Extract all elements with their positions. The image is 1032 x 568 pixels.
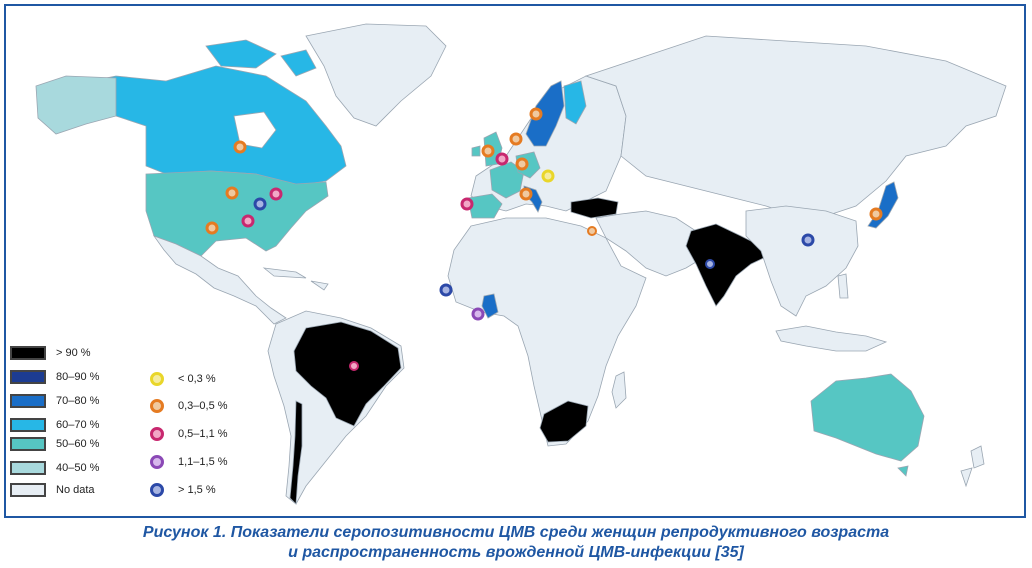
east-asia [745, 205, 859, 317]
canada [64, 65, 347, 187]
marker-austria [541, 169, 555, 183]
marker-china [801, 233, 815, 247]
spain [467, 193, 503, 219]
marker-gambia [439, 283, 453, 297]
madagascar [611, 371, 627, 409]
marker-usa-1 [225, 186, 239, 200]
chile [289, 400, 303, 505]
greenland [305, 23, 447, 127]
west-africa [481, 293, 499, 319]
prevalence-markers [205, 107, 883, 371]
marker-japan [869, 207, 883, 221]
world-map [6, 6, 1024, 516]
arctic-islands [205, 39, 317, 77]
marker-germany [515, 157, 529, 171]
marker-belgium [495, 152, 509, 166]
australia [810, 373, 925, 462]
marker-usa-3 [269, 187, 283, 201]
marker-sweden [529, 107, 543, 121]
france [489, 161, 525, 199]
norway-sweden [525, 80, 565, 147]
marker-spain [460, 197, 474, 211]
marker-brazil [349, 361, 359, 371]
hudson-bay [233, 111, 277, 149]
south-africa [539, 400, 589, 443]
alaska [35, 75, 117, 135]
indonesia [775, 273, 888, 352]
new-zealand [960, 445, 985, 488]
marker-india [705, 259, 715, 269]
figure-caption: Рисунок 1. Показатели серопозитивности Ц… [0, 523, 1032, 563]
mexico-central-america [152, 235, 287, 325]
finland [563, 80, 587, 125]
marker-israel [587, 226, 597, 236]
marker-usa-2 [253, 197, 267, 211]
caribbean [262, 267, 329, 291]
marker-ivory-coast [471, 307, 485, 321]
turkey [570, 197, 619, 219]
caption-line-2: и распространенность врожденной ЦМВ-инфе… [288, 544, 744, 561]
marker-italy [519, 187, 533, 201]
brazil [293, 321, 402, 427]
marker-usa-4 [241, 214, 255, 228]
figure-frame: > 90 % 80–90 % 70–80 % 60–70 % 50–60 % 4… [4, 4, 1026, 518]
marker-canada [233, 140, 247, 154]
russia-asia [584, 35, 1007, 217]
marker-uk [481, 144, 495, 158]
tasmania [897, 465, 909, 477]
marker-denmark [509, 132, 523, 146]
caption-line-1: Рисунок 1. Показатели серопозитивности Ц… [142, 524, 890, 541]
marker-usa-5 [205, 221, 219, 235]
india [685, 223, 769, 307]
